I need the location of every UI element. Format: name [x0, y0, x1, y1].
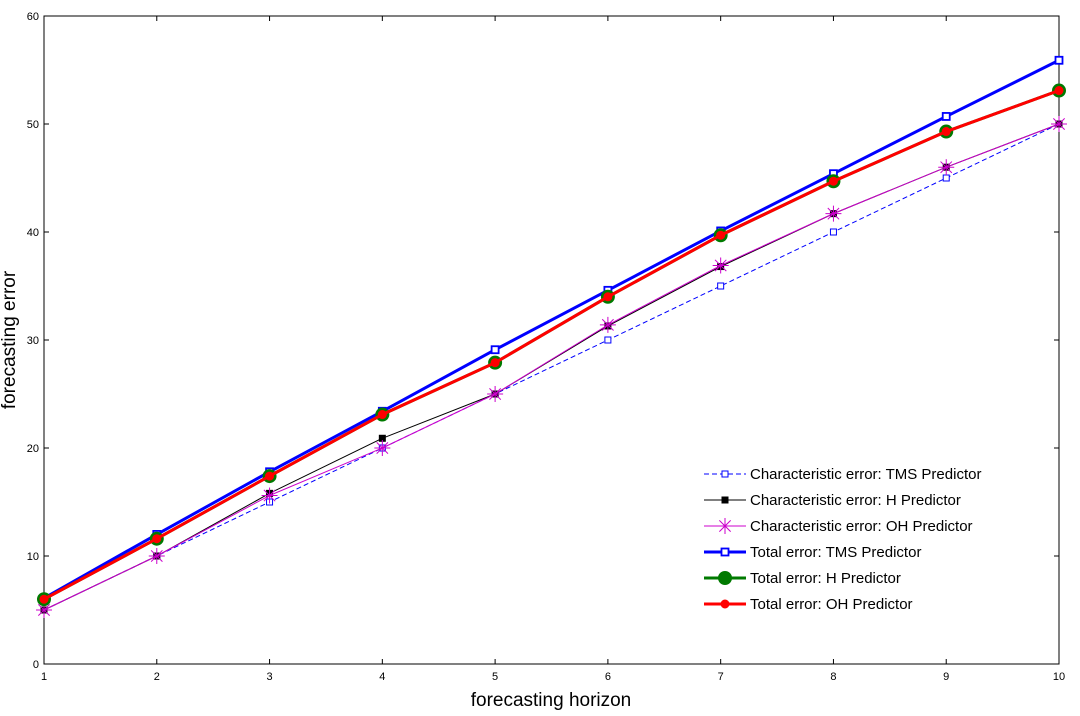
data-point — [265, 471, 275, 481]
data-point — [490, 345, 500, 355]
y-tick-label: 50 — [27, 119, 39, 131]
legend-item: Characteristic error: H Predictor — [704, 492, 961, 509]
legend-label: Total error: H Predictor — [750, 570, 901, 587]
x-tick-label: 4 — [379, 671, 385, 683]
series-line — [43, 58, 1060, 600]
data-point — [39, 594, 49, 604]
axis-ticks: 1 2 3 4 5 6 7 8 9 10 0 10 20 30 40 50 60 — [27, 11, 1065, 683]
legend-marker — [721, 470, 729, 478]
legend-label: Characteristic error: H Predictor — [750, 492, 961, 509]
series-5 — [39, 86, 1064, 604]
x-tick-label: 3 — [266, 671, 272, 683]
x-axis-label: forecasting horizon — [471, 690, 632, 711]
series-line — [43, 123, 1060, 611]
y-tick-label: 10 — [27, 551, 39, 563]
y-tick-label: 30 — [27, 335, 39, 347]
legend-label: Total error: OH Predictor — [750, 596, 913, 613]
data-point — [604, 336, 612, 344]
data-point — [825, 205, 842, 222]
legend-marker — [718, 571, 732, 585]
legend-item: Characteristic error: OH Predictor — [704, 518, 973, 535]
x-tick-label: 7 — [718, 671, 724, 683]
data-point — [487, 386, 504, 402]
x-tick-label: 8 — [830, 671, 836, 683]
x-tick-label: 9 — [943, 671, 949, 683]
data-point — [599, 316, 616, 333]
legend-label: Characteristic error: OH Predictor — [750, 518, 973, 535]
legend-marker — [721, 496, 729, 504]
data-point — [941, 127, 951, 137]
data-point — [712, 257, 729, 274]
data-point — [1054, 86, 1064, 96]
series-line — [43, 89, 1060, 601]
data-point — [1051, 116, 1067, 132]
data-point — [941, 112, 951, 121]
series-layer — [36, 55, 1067, 618]
legend-item: Total error: H Predictor — [704, 570, 901, 587]
data-point — [938, 159, 955, 176]
data-point — [1054, 55, 1064, 65]
legend-item: Characteristic error: TMS Predictor — [704, 466, 981, 483]
x-tick-label: 1 — [41, 671, 47, 683]
legend-marker — [720, 599, 730, 609]
data-point — [377, 410, 387, 420]
data-point — [261, 487, 278, 504]
y-tick-label: 60 — [27, 11, 39, 23]
legend-item: Total error: OH Predictor — [704, 596, 913, 613]
data-point — [717, 282, 725, 290]
data-point — [942, 174, 950, 182]
data-point — [829, 228, 837, 236]
data-point — [603, 292, 613, 302]
y-tick-label: 20 — [27, 443, 39, 455]
legend-label: Total error: TMS Predictor — [750, 544, 921, 561]
legend-item: Total error: TMS Predictor — [704, 544, 921, 561]
series-2 — [36, 116, 1067, 618]
data-point — [490, 358, 500, 368]
y-tick-label: 40 — [27, 227, 39, 239]
y-tick-label: 0 — [33, 659, 39, 671]
legend: Characteristic error: TMS Predictor Chara… — [697, 459, 1054, 619]
y-axis-label: forecasting error — [0, 270, 20, 409]
legend-marker — [717, 518, 733, 534]
x-tick-label: 10 — [1053, 671, 1065, 683]
legend-marker — [720, 547, 730, 557]
x-tick-label: 6 — [605, 671, 611, 683]
data-point — [828, 176, 838, 186]
data-point — [152, 534, 162, 544]
x-tick-label: 5 — [492, 671, 498, 683]
x-tick-label: 2 — [154, 671, 160, 683]
legend-label: Characteristic error: TMS Predictor — [750, 466, 981, 483]
series-line — [43, 123, 1060, 611]
data-point — [374, 440, 391, 456]
data-point — [148, 548, 165, 564]
data-point — [716, 230, 726, 240]
